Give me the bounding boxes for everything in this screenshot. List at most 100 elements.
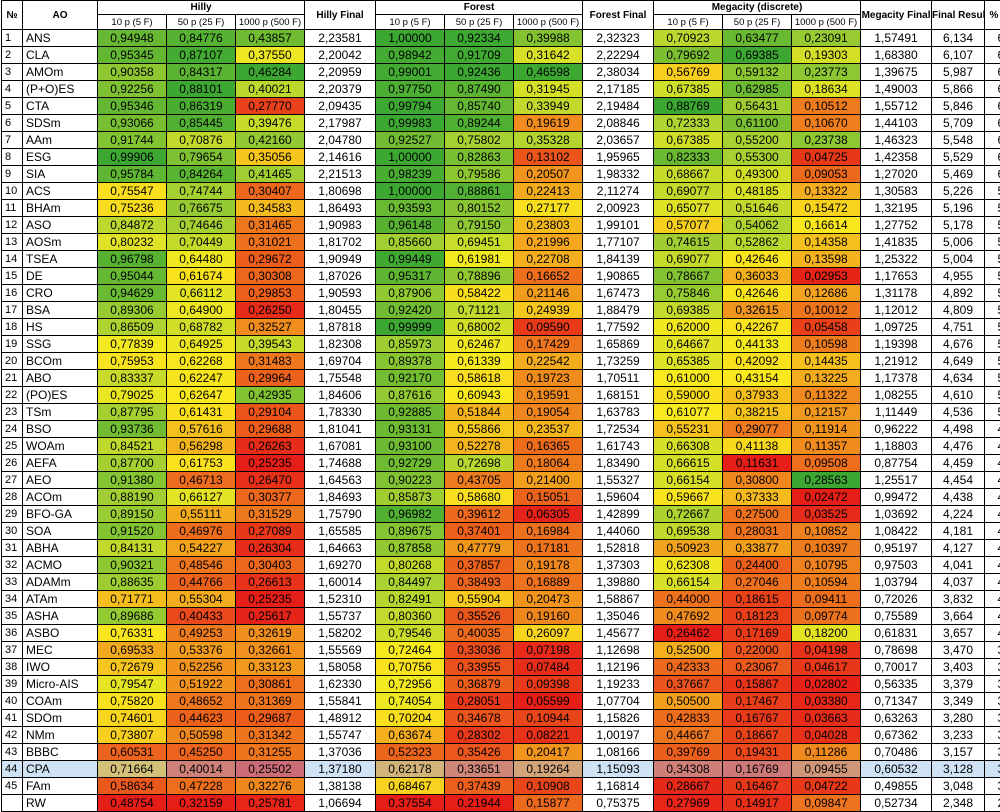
algorithm-name: ASBO bbox=[23, 625, 98, 642]
value-cell: 0,13322 bbox=[792, 183, 861, 200]
value-cell: 0,79025 bbox=[98, 387, 167, 404]
value-cell: 0,56769 bbox=[654, 64, 723, 81]
value-cell: 0,52500 bbox=[654, 642, 723, 659]
value-cell: 0,56298 bbox=[167, 438, 236, 455]
value-cell: 4,224 bbox=[932, 506, 985, 523]
value-cell: 0,33036 bbox=[445, 642, 514, 659]
value-cell: 0,69538 bbox=[654, 523, 723, 540]
value-cell: 0,16365 bbox=[514, 438, 583, 455]
value-cell: 1,37303 bbox=[583, 557, 654, 574]
value-cell: 0,99999 bbox=[376, 319, 445, 336]
value-cell: 0,09847 bbox=[792, 795, 861, 812]
value-cell: 0,51646 bbox=[723, 200, 792, 217]
value-cell: 0,20507 bbox=[514, 166, 583, 183]
value-cell: 0,96798 bbox=[98, 251, 167, 268]
algorithm-name: FAm bbox=[23, 778, 98, 795]
value-cell: 0,69451 bbox=[445, 234, 514, 251]
algorithm-name: ACOm bbox=[23, 489, 98, 506]
value-cell: 0,95317 bbox=[376, 268, 445, 285]
value-cell: 0,58680 bbox=[445, 489, 514, 506]
value-cell: 1,69704 bbox=[305, 353, 376, 370]
value-cell: 0,75820 bbox=[98, 693, 167, 710]
value-cell: 0,89675 bbox=[376, 523, 445, 540]
value-cell: 0,37857 bbox=[445, 557, 514, 574]
value-cell: 1,08166 bbox=[583, 744, 654, 761]
value-cell: 0,41465 bbox=[236, 166, 305, 183]
row-number: 6 bbox=[2, 115, 23, 132]
row-number: 1 bbox=[2, 30, 23, 47]
value-cell: 2,20959 bbox=[305, 64, 376, 81]
value-cell: 1,77107 bbox=[583, 234, 654, 251]
value-cell: 0,94629 bbox=[98, 285, 167, 302]
value-cell: 0,09411 bbox=[792, 591, 861, 608]
value-cell: 0,16769 bbox=[723, 761, 792, 778]
value-cell: 49,31 bbox=[985, 489, 1000, 506]
value-cell: 49,74 bbox=[985, 438, 1000, 455]
value-cell: 1,84693 bbox=[305, 489, 376, 506]
value-cell: 0,68002 bbox=[445, 319, 514, 336]
value-cell: 0,95197 bbox=[861, 540, 932, 557]
value-cell: 0,93066 bbox=[98, 115, 167, 132]
algorithm-name: BBBC bbox=[23, 744, 98, 761]
value-cell: 5,178 bbox=[932, 217, 985, 234]
value-cell: 0,78698 bbox=[861, 642, 932, 659]
value-cell: 0,84521 bbox=[98, 438, 167, 455]
value-cell: 0,62178 bbox=[376, 761, 445, 778]
value-cell: 1,95965 bbox=[583, 149, 654, 166]
value-cell: 1,00000 bbox=[376, 149, 445, 166]
value-cell: 0,33123 bbox=[236, 659, 305, 676]
value-cell: 0,44623 bbox=[167, 710, 236, 727]
value-cell: 0,25235 bbox=[236, 455, 305, 472]
value-cell: 0,19054 bbox=[514, 404, 583, 421]
value-cell: 3,657 bbox=[932, 625, 985, 642]
value-cell: 0,82863 bbox=[445, 149, 514, 166]
value-cell: 0,85660 bbox=[376, 234, 445, 251]
